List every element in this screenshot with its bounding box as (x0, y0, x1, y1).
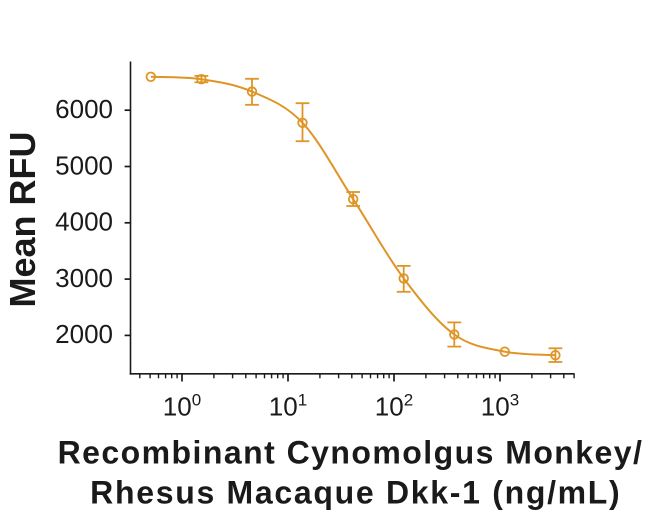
svg-text:2000: 2000 (55, 319, 113, 349)
svg-text:4000: 4000 (55, 207, 113, 237)
svg-text:Rhesus Macaque Dkk-1 (ng/mL): Rhesus Macaque Dkk-1 (ng/mL) (90, 475, 621, 511)
svg-text:5000: 5000 (55, 150, 113, 180)
svg-text:103: 103 (481, 391, 519, 422)
svg-text:3000: 3000 (55, 263, 113, 293)
svg-text:6000: 6000 (55, 94, 113, 124)
svg-text:Mean RFU: Mean RFU (2, 131, 43, 307)
svg-text:Recombinant Cynomolgus Monkey/: Recombinant Cynomolgus Monkey/ (58, 435, 644, 471)
